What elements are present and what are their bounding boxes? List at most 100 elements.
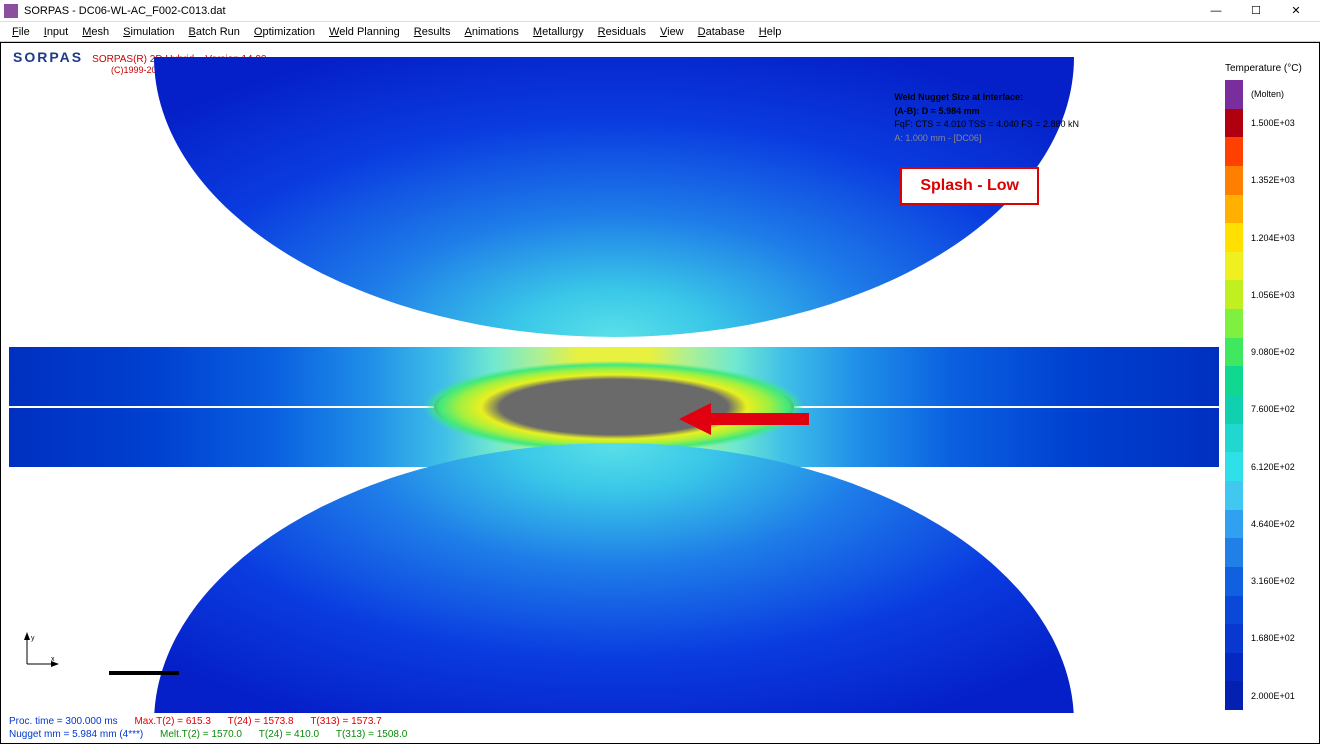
- legend-swatch: [1225, 424, 1243, 453]
- legend-label: 6.120E+02: [1251, 462, 1295, 472]
- legend-row: 4.640E+02: [1225, 510, 1311, 539]
- legend-swatch: [1225, 653, 1243, 682]
- status-t24-a: T(24) = 1573.8: [228, 715, 294, 728]
- legend-label: (Molten): [1251, 89, 1284, 99]
- legend-row: [1225, 366, 1311, 395]
- legend-row: [1225, 653, 1311, 682]
- thermal-viz: [9, 67, 1219, 713]
- svg-text:y: y: [31, 635, 35, 642]
- legend-swatch: [1225, 538, 1243, 567]
- legend-swatch: [1225, 366, 1243, 395]
- legend-swatch: [1225, 137, 1243, 166]
- legend-row: [1225, 309, 1311, 338]
- legend-row: (Molten): [1225, 80, 1311, 109]
- legend-swatch: [1225, 252, 1243, 281]
- legend-row: [1225, 538, 1311, 567]
- legend-swatch: [1225, 395, 1243, 424]
- legend-row: [1225, 195, 1311, 224]
- status-t313-b: T(313) = 1508.0: [336, 728, 407, 741]
- legend-swatch: [1225, 166, 1243, 195]
- simulation-canvas[interactable]: SORPAS SORPAS(R) 2D Hybrid – Version 14.…: [9, 47, 1219, 713]
- menu-residuals[interactable]: Residuals: [592, 24, 652, 40]
- legend-items: (Molten) 1.500E+03 1.352E+03 1.204E+03 1.056…: [1225, 80, 1311, 710]
- menu-database[interactable]: Database: [692, 24, 751, 40]
- brand-logo: SORPAS: [13, 49, 83, 65]
- menu-weldplanning[interactable]: Weld Planning: [323, 24, 406, 40]
- legend-swatch: [1225, 510, 1243, 539]
- menu-metallurgy[interactable]: Metallurgy: [527, 24, 590, 40]
- info-diameter: (A-B): D = 5.984 mm: [894, 105, 1079, 119]
- menu-help[interactable]: Help: [753, 24, 788, 40]
- app-icon: [4, 4, 18, 18]
- status-meltt: Melt.T(2) = 1570.0: [160, 728, 242, 741]
- legend-label: 2.000E+01: [1251, 691, 1295, 701]
- legend-row: [1225, 424, 1311, 453]
- legend-swatch: [1225, 681, 1243, 710]
- legend-row: 7.600E+02: [1225, 395, 1311, 424]
- legend-row: 1.204E+03: [1225, 223, 1311, 252]
- menu-view[interactable]: View: [654, 24, 690, 40]
- legend-row: [1225, 596, 1311, 625]
- axis-indicator-icon: y x: [21, 630, 61, 673]
- legend-label: 9.080E+02: [1251, 347, 1295, 357]
- legend-row: 1.056E+03: [1225, 280, 1311, 309]
- legend-swatch: [1225, 481, 1243, 510]
- status-t24-b: T(24) = 410.0: [259, 728, 319, 741]
- legend-row: [1225, 252, 1311, 281]
- legend-row: 2.000E+01: [1225, 681, 1311, 710]
- legend-label: 1.680E+02: [1251, 633, 1295, 643]
- legend-title: Temperature (°C): [1225, 63, 1311, 74]
- temperature-legend: Temperature (°C) (Molten) 1.500E+03 1.352E…: [1225, 63, 1311, 713]
- status-bar: Proc. time = 300.000 ms Max.T(2) = 615.3…: [9, 715, 421, 741]
- legend-label: 3.160E+02: [1251, 576, 1295, 586]
- info-sheet-a: A: 1.000 mm - [DC06]: [894, 132, 1079, 146]
- maximize-button[interactable]: ☐: [1236, 1, 1276, 21]
- menu-bar: File Input Mesh Simulation Batch Run Opt…: [0, 22, 1320, 42]
- legend-label: 1.352E+03: [1251, 175, 1295, 185]
- legend-swatch: [1225, 195, 1243, 224]
- minimize-button[interactable]: —: [1196, 1, 1236, 21]
- legend-row: [1225, 137, 1311, 166]
- svg-text:x: x: [51, 656, 55, 663]
- splash-callout: Splash - Low: [900, 167, 1039, 205]
- legend-swatch: [1225, 338, 1243, 367]
- work-area: SORPAS SORPAS(R) 2D Hybrid – Version 14.…: [0, 42, 1320, 744]
- status-t313-a: T(313) = 1573.7: [310, 715, 381, 728]
- title-bar: SORPAS - DC06-WL-AC_F002-C013.dat — ☐ ✕: [0, 0, 1320, 22]
- menu-animations[interactable]: Animations: [459, 24, 525, 40]
- legend-label: 1.204E+03: [1251, 233, 1295, 243]
- scale-bar: [109, 671, 179, 675]
- legend-row: 6.120E+02: [1225, 452, 1311, 481]
- legend-row: [1225, 481, 1311, 510]
- menu-batchrun[interactable]: Batch Run: [183, 24, 246, 40]
- close-button[interactable]: ✕: [1276, 1, 1316, 21]
- legend-label: 1.056E+03: [1251, 290, 1295, 300]
- nugget-info: Weld Nugget Size at Interface: (A-B): D …: [894, 91, 1079, 145]
- legend-label: 7.600E+02: [1251, 404, 1295, 414]
- legend-label: 1.500E+03: [1251, 118, 1295, 128]
- legend-row: 9.080E+02: [1225, 338, 1311, 367]
- window-controls: — ☐ ✕: [1196, 1, 1316, 21]
- status-proc-time: Proc. time = 300.000 ms: [9, 715, 118, 728]
- info-forces: FqF: CTS = 4.010 TSS = 4.040 FS = 2.880 …: [894, 118, 1079, 132]
- menu-input[interactable]: Input: [38, 24, 74, 40]
- menu-simulation[interactable]: Simulation: [117, 24, 180, 40]
- menu-mesh[interactable]: Mesh: [76, 24, 115, 40]
- menu-file[interactable]: File: [6, 24, 36, 40]
- legend-swatch: [1225, 280, 1243, 309]
- legend-swatch: [1225, 624, 1243, 653]
- legend-row: 1.680E+02: [1225, 624, 1311, 653]
- legend-label: 4.640E+02: [1251, 519, 1295, 529]
- legend-swatch: [1225, 596, 1243, 625]
- info-title: Weld Nugget Size at Interface:: [894, 91, 1079, 105]
- electrode-bottom: [154, 443, 1074, 713]
- splash-arrow-icon: [679, 399, 819, 442]
- menu-optimization[interactable]: Optimization: [248, 24, 321, 40]
- menu-results[interactable]: Results: [408, 24, 457, 40]
- legend-row: 1.500E+03: [1225, 109, 1311, 138]
- status-nugget: Nugget mm = 5.984 mm (4***): [9, 728, 143, 741]
- legend-swatch: [1225, 109, 1243, 138]
- legend-row: 3.160E+02: [1225, 567, 1311, 596]
- legend-swatch: [1225, 309, 1243, 338]
- legend-row: 1.352E+03: [1225, 166, 1311, 195]
